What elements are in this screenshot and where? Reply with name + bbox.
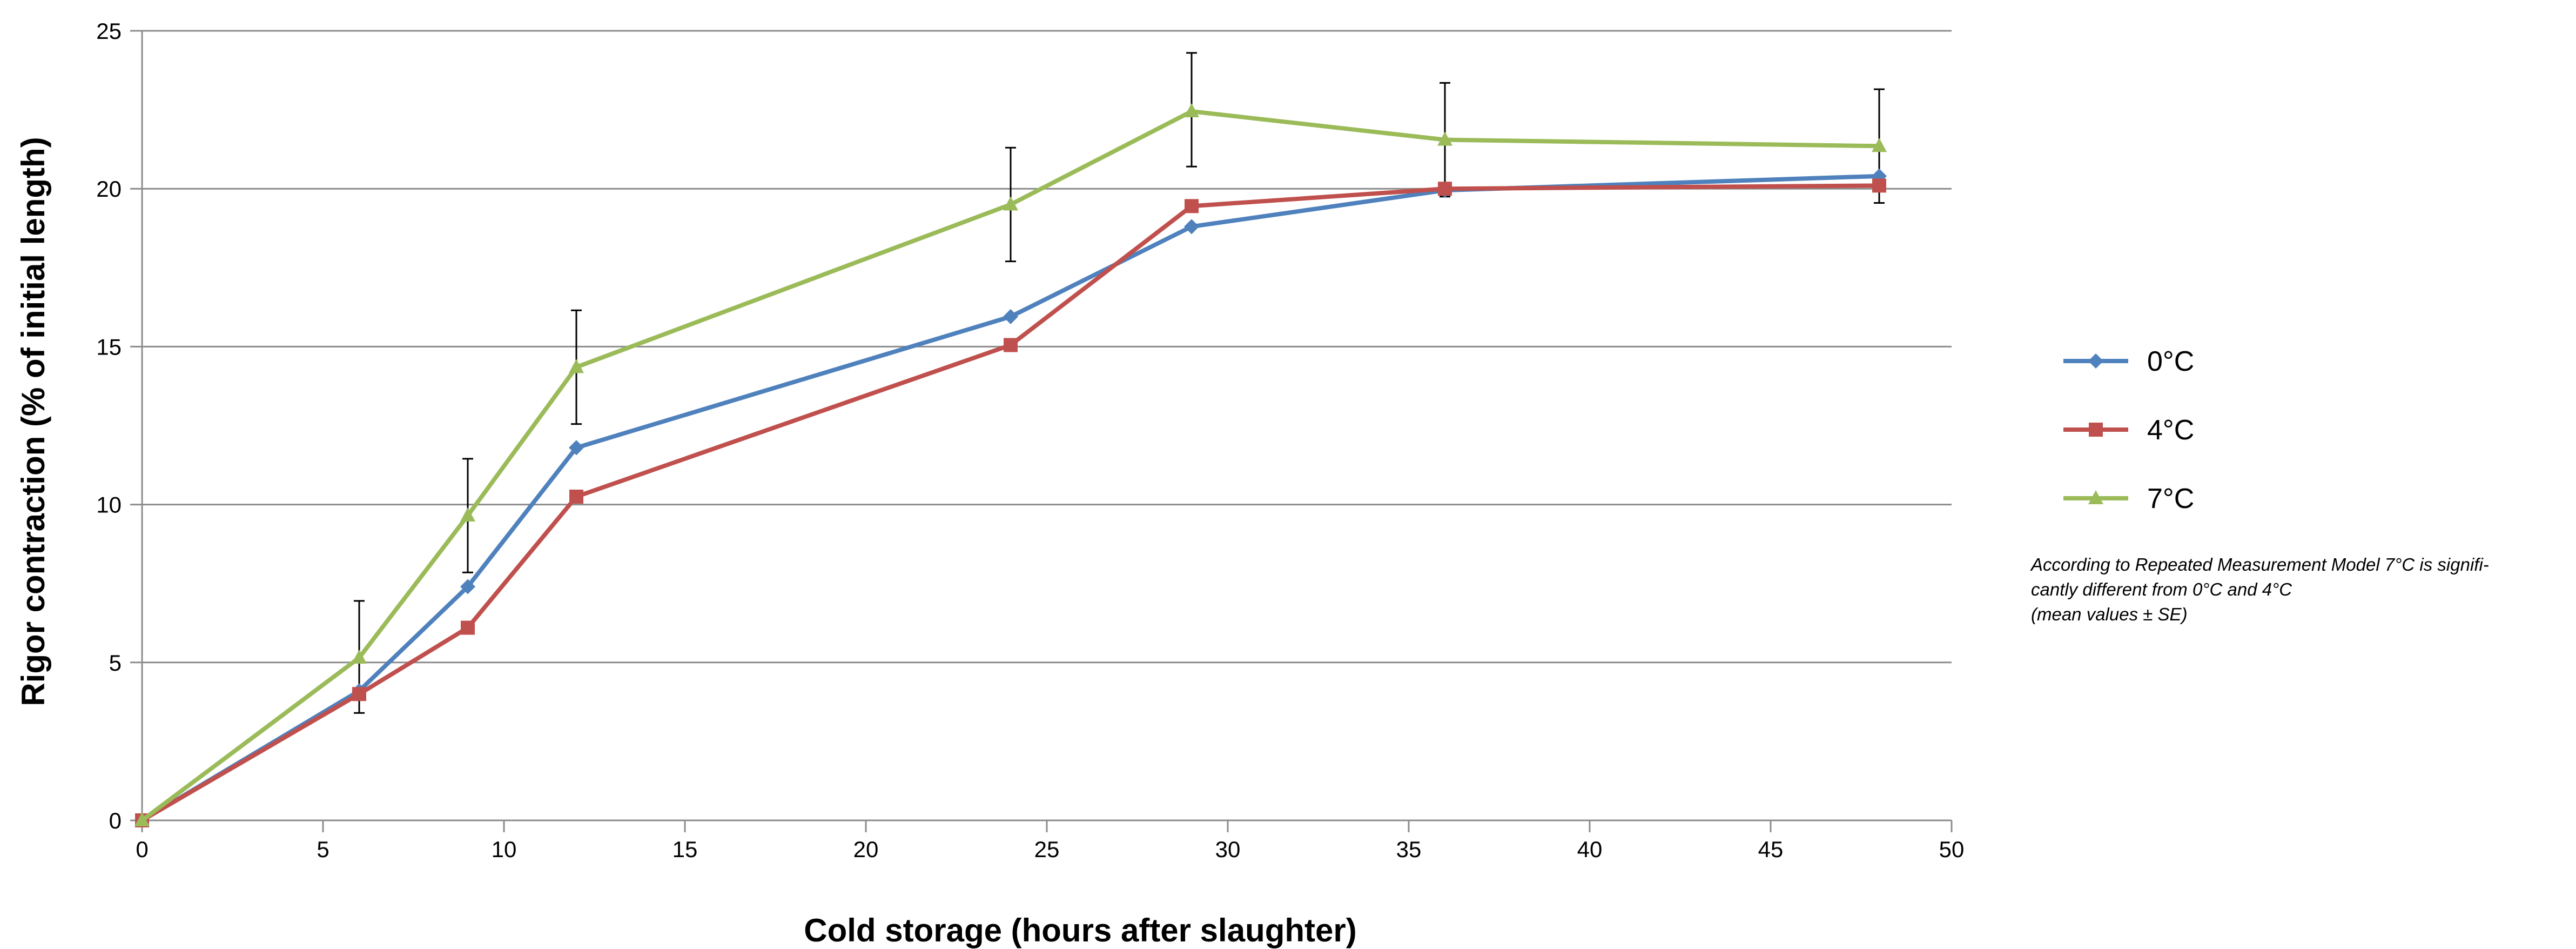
series-line-7c [140, 109, 1880, 823]
legend-marker [2088, 490, 2103, 504]
error-bars [354, 52, 1885, 714]
y-tick-label: 10 [96, 492, 122, 518]
series-line-4c [140, 183, 1880, 823]
data-point-4c [1438, 182, 1452, 196]
data-point-7c [460, 507, 475, 522]
x-tick-labels: 0 5 10 15 20 25 30 35 40 45 50 [136, 837, 1964, 862]
data-point-0c [1184, 219, 1199, 235]
x-tick-label: 30 [1215, 837, 1241, 862]
x-tick-label: 20 [853, 837, 879, 862]
significance-note: According to Repeated Measurement Model … [2031, 552, 2566, 627]
legend-marker [2089, 423, 2103, 437]
y-axis-title: Rigor contraction (% of initial length) [15, 137, 51, 706]
legend-label: 4°C [2147, 415, 2194, 446]
series-line-0c [140, 173, 1880, 823]
data-point-7c [569, 359, 584, 373]
x-tick-label: 50 [1939, 837, 1965, 862]
axes [130, 30, 1953, 832]
legend-label: 7°C [2147, 483, 2194, 514]
note-line-3: (mean values ± SE) [2031, 604, 2188, 624]
y-tick-label: 25 [96, 18, 122, 44]
y-tick-label: 0 [109, 808, 122, 833]
data-point-4c [461, 620, 475, 635]
y-tick-label: 5 [109, 650, 122, 676]
data-point-0c [1003, 309, 1018, 324]
legend-marker [2088, 353, 2103, 369]
data-point-7c [1437, 131, 1452, 146]
data-series [134, 103, 1887, 828]
gridlines [142, 30, 1952, 664]
data-point-7c [1184, 103, 1199, 118]
data-point-4c [569, 489, 583, 504]
note-line-2: cantly different from 0°C and 4°C [2031, 579, 2292, 599]
legend-label: 0°C [2147, 346, 2194, 377]
legend: 0°C 4°C 7°C [2063, 346, 2194, 514]
x-axis-title: Cold storage (hours after slaughter) [804, 912, 1356, 948]
y-tick-label: 15 [96, 334, 122, 359]
x-tick-label: 45 [1758, 837, 1784, 862]
x-tick-label: 15 [672, 837, 698, 862]
data-point-4c [1872, 178, 1886, 193]
data-point-4c [1004, 338, 1018, 352]
data-point-4c [352, 687, 366, 701]
data-point-4c [1185, 199, 1199, 213]
y-tick-labels: 0 5 10 15 20 25 [96, 18, 122, 833]
data-point-7c [352, 650, 367, 664]
note-line-1: According to Repeated Measurement Model … [2031, 554, 2489, 574]
x-tick-label: 5 [317, 837, 329, 862]
x-tick-label: 25 [1034, 837, 1060, 862]
data-point-0c [569, 440, 584, 456]
data-point-7c [1003, 196, 1018, 211]
y-tick-label: 20 [96, 176, 122, 202]
data-point-7c [134, 812, 150, 826]
x-tick-label: 10 [492, 837, 517, 862]
x-tick-label: 0 [136, 837, 148, 862]
x-tick-label: 35 [1396, 837, 1422, 862]
data-point-0c [460, 579, 475, 594]
data-point-7c [1872, 138, 1887, 152]
x-tick-label: 40 [1577, 837, 1603, 862]
